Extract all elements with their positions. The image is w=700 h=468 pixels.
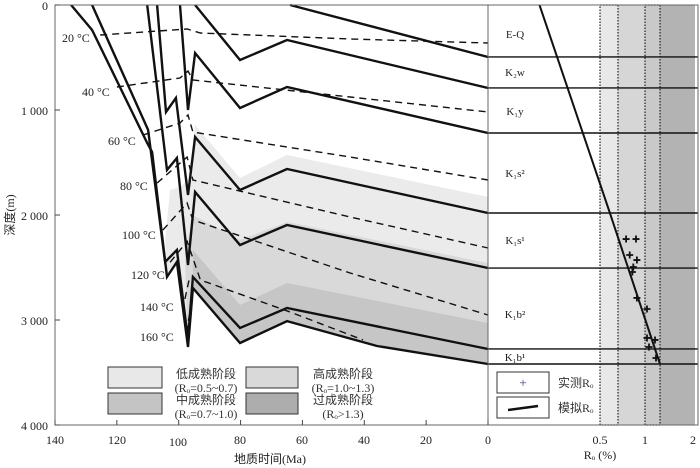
measured-ro-point (628, 268, 636, 276)
isotherm-label: 100 °C (122, 228, 156, 242)
formation-label: K₁s² (505, 168, 525, 180)
formation-lines (70, 3, 489, 366)
ro-axis-label: Rₒ (%) (584, 448, 616, 462)
x-tick-label: 20 (420, 433, 432, 447)
ro-band (645, 5, 660, 425)
line-marker-icon (507, 404, 539, 412)
x-tick-label: 0 (485, 433, 491, 447)
isotherm-label: 120 °C (131, 268, 165, 282)
formation-line (146, 4, 489, 270)
isotherm-label: 140 °C (140, 300, 174, 314)
simulated-ro-line (538, 4, 661, 365)
x-tick-label: 80 (234, 433, 246, 447)
isotherm-label: 80 °C (120, 179, 148, 193)
legend-label: 实测Rₒ (558, 375, 594, 390)
ro-band (618, 5, 645, 425)
legend-label: 中成熟阶段 (176, 392, 236, 407)
ro-legend: + 实测Rₒ 模拟Rₒ (496, 371, 594, 419)
y-tick-label: 3 000 (21, 314, 48, 328)
measured-ro-point (643, 305, 651, 313)
isotherm-line (184, 277, 191, 300)
x-tick-label: 40 (358, 433, 370, 447)
legend-range: (Rₒ=1.0~1.3) (312, 381, 375, 395)
legend-label: 过成熟阶段 (313, 392, 373, 407)
isotherm-line (100, 28, 489, 44)
measured-ro-point (622, 235, 630, 243)
y-tick-label: 1 000 (21, 104, 48, 118)
isotherm-label: 20 °C (62, 31, 90, 45)
formation-line (70, 4, 489, 366)
x-tick-label: 140 (46, 433, 64, 447)
legend-swatch-low (107, 366, 163, 389)
ro-bands (599, 4, 695, 426)
isotherm-line (116, 69, 489, 113)
legend-swatch-high (245, 366, 299, 389)
legend-label: 模拟Rₒ (558, 401, 594, 415)
formation-line (289, 3, 489, 59)
plus-marker-icon: + (519, 375, 526, 390)
formation-label: K₁b¹ (505, 352, 526, 364)
formation-label: E-Q (506, 29, 524, 41)
y-tick-label: 4 000 (21, 419, 48, 433)
measured-ro-point (632, 235, 640, 243)
y-axis-label: 深度(m) (2, 194, 17, 235)
y-tick-label: 0 (42, 0, 48, 13)
legend-range: (Rₒ=0.5~0.7) (175, 381, 238, 395)
legend-swatch-measured (496, 371, 550, 394)
y-tick-label: 2 000 (21, 209, 48, 223)
legend-swatch-over (245, 392, 299, 415)
ro-profile (488, 4, 698, 365)
measured-ro-point (633, 294, 641, 302)
maturity-legend: 低成熟阶段 (Rₒ=0.5~0.7) 高成熟阶段 (Rₒ=1.0~1.3) 中成… (107, 366, 375, 421)
formation-line (155, 4, 489, 215)
formation-label: K₁s¹ (505, 235, 524, 247)
formation-label: K₁y (506, 106, 524, 118)
x-tick-label: 100 (169, 435, 187, 449)
x-axis-label: 地质时间(Ma) (234, 452, 306, 466)
isotherm-label: 160 °C (140, 330, 174, 344)
maturity-zones (165, 125, 488, 364)
measured-ro-point (652, 354, 660, 362)
ro-tick-label: 1 (642, 433, 648, 447)
axis-ticks (54, 4, 489, 426)
formation-label: K₁b² (505, 309, 526, 321)
legend-range: (Rₒ=0.7~1.0) (175, 407, 238, 421)
ro-tick-label: 0.5 (593, 433, 608, 447)
isotherm-label: 40 °C (82, 85, 110, 99)
legend-swatch-mid (107, 392, 163, 415)
formation-label: K₂w (505, 67, 525, 79)
formation-line (178, 4, 489, 135)
measured-ro-point (645, 343, 653, 351)
maturity-zone (192, 250, 488, 364)
measured-ro-point (626, 251, 634, 259)
ro-band (660, 5, 695, 425)
measured-ro-point (643, 334, 651, 342)
x-tick-label: 120 (108, 433, 126, 447)
legend-label: 高成熟阶段 (313, 366, 373, 381)
measured-ro-point (651, 336, 659, 344)
ro-band (600, 5, 618, 425)
x-tick-label: 60 (296, 433, 308, 447)
ro-tick-label: 2 (690, 433, 696, 447)
legend-label: 低成熟阶段 (176, 366, 236, 381)
measured-ro-point (633, 256, 641, 264)
isotherm-line (169, 239, 364, 341)
formation-line (194, 4, 489, 90)
legend-range: (Rₒ>1.3) (322, 407, 363, 421)
isotherm-label: 60 °C (108, 134, 136, 148)
